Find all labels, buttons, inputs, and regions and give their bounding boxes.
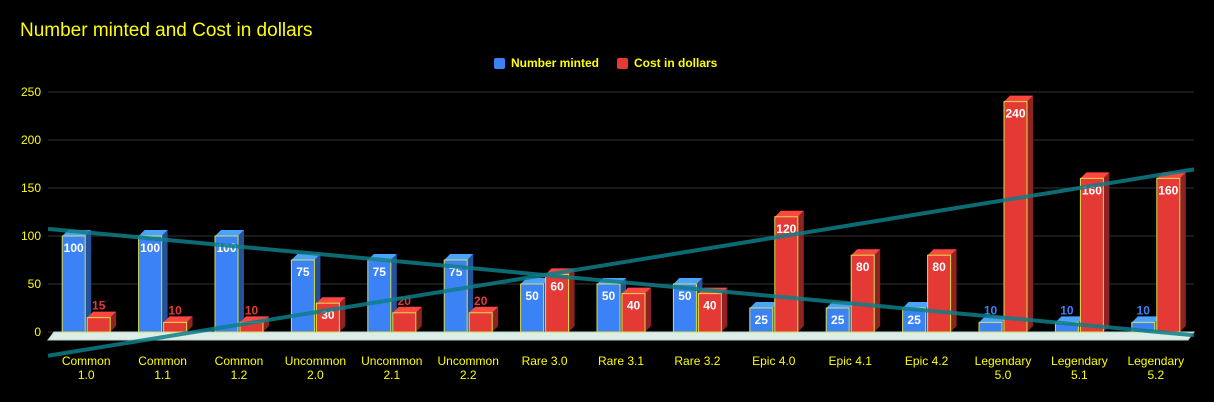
bar-number-minted-2 xyxy=(214,230,244,333)
bar-number-minted-1 xyxy=(138,230,168,333)
data-label-cost-in-dollars-1: 10 xyxy=(168,303,182,317)
bar-cost-in-dollars-5 xyxy=(468,306,499,333)
y-tick-label-0: 0 xyxy=(34,325,41,339)
bar-cost-in-dollars-1 xyxy=(163,316,193,333)
x-tick-label-5: Uncommon 2.2 xyxy=(438,354,499,382)
trendline-cost-in-dollars xyxy=(47,167,1195,358)
data-label-number-minted-14: 10 xyxy=(1137,303,1151,317)
y-tick-label-50: 50 xyxy=(28,277,42,291)
x-tick-label-3: Uncommon 2.0 xyxy=(285,354,346,382)
data-label-cost-in-dollars-2: 10 xyxy=(245,303,259,317)
data-label-cost-in-dollars-0: 15 xyxy=(92,299,106,313)
x-tick-label-8: Rare 3.2 xyxy=(674,354,720,368)
data-label-number-minted-13: 10 xyxy=(1060,303,1074,317)
data-label-cost-in-dollars-5: 20 xyxy=(474,294,488,308)
legend-item-cost-in-dollars[interactable]: Cost in dollars xyxy=(617,56,717,70)
bar-cost-in-dollars-7 xyxy=(621,287,651,333)
x-tick-label-11: Epic 4.2 xyxy=(905,354,949,368)
data-label-number-minted-0: 100 xyxy=(64,241,84,255)
data-label-cost-in-dollars-12: 240 xyxy=(1005,107,1025,121)
legend-swatch-number-minted xyxy=(494,57,505,69)
data-label-cost-in-dollars-14: 160 xyxy=(1158,183,1178,197)
data-label-number-minted-10: 25 xyxy=(831,313,845,327)
y-tick-label-200: 200 xyxy=(21,133,41,147)
data-label-cost-in-dollars-7: 40 xyxy=(627,299,641,313)
legend: Number minted Cost in dollars xyxy=(494,56,717,70)
legend-item-number-minted[interactable]: Number minted xyxy=(494,56,599,70)
legend-label-number-minted: Number minted xyxy=(511,56,600,70)
bar-cost-in-dollars-0 xyxy=(86,311,117,333)
data-label-cost-in-dollars-11: 80 xyxy=(932,260,946,274)
bar-cost-in-dollars-10 xyxy=(850,249,881,333)
x-tick-label-12: Legendary 5.0 xyxy=(975,354,1032,382)
data-label-number-minted-4: 75 xyxy=(373,265,387,279)
x-tick-label-9: Epic 4.0 xyxy=(752,354,796,368)
x-tick-label-2: Common 1.2 xyxy=(215,354,264,382)
data-label-number-minted-6: 50 xyxy=(525,289,539,303)
bar-cost-in-dollars-14 xyxy=(1156,172,1186,333)
data-label-number-minted-8: 50 xyxy=(678,289,692,303)
legend-label-cost-in-dollars: Cost in dollars xyxy=(634,56,718,70)
data-label-number-minted-1: 100 xyxy=(140,241,160,255)
data-label-number-minted-11: 25 xyxy=(907,313,921,327)
x-tick-label-4: Uncommon 2.1 xyxy=(361,354,422,382)
x-tick-label-13: Legendary 5.1 xyxy=(1051,354,1108,382)
bar-cost-in-dollars-9 xyxy=(774,210,804,333)
chart-floor xyxy=(47,331,1195,341)
y-tick-label-100: 100 xyxy=(21,229,41,243)
y-tick-label-250: 250 xyxy=(21,85,41,99)
bars xyxy=(61,95,1186,333)
x-tick-label-10: Epic 4.1 xyxy=(829,354,873,368)
trendlines xyxy=(47,167,1195,358)
x-tick-label-7: Rare 3.1 xyxy=(598,354,644,368)
data-label-cost-in-dollars-8: 40 xyxy=(703,299,717,313)
chart-title: Number minted and Cost in dollars xyxy=(20,20,313,41)
data-label-cost-in-dollars-9: 120 xyxy=(776,222,796,236)
data-label-number-minted-12: 10 xyxy=(984,303,998,317)
data-label-cost-in-dollars-6: 60 xyxy=(550,279,564,293)
bar-number-minted-4 xyxy=(367,254,397,333)
x-tick-label-14: Legendary 5.2 xyxy=(1127,354,1184,382)
bar-cost-in-dollars-12 xyxy=(1003,95,1033,333)
data-label-cost-in-dollars-10: 80 xyxy=(856,260,870,274)
x-tick-label-0: Common 1.0 xyxy=(62,354,111,382)
data-label-number-minted-9: 25 xyxy=(755,313,769,327)
bar-cost-in-dollars-4 xyxy=(392,306,422,333)
trendline-number-minted xyxy=(47,226,1195,338)
data-label-number-minted-3: 75 xyxy=(296,265,310,279)
x-tick-label-1: Common 1.1 xyxy=(138,354,187,382)
y-tick-label-150: 150 xyxy=(21,181,41,195)
data-label-number-minted-7: 50 xyxy=(602,289,616,303)
legend-swatch-cost-in-dollars xyxy=(617,57,629,69)
x-tick-label-6: Rare 3.0 xyxy=(522,354,568,368)
bar-cost-in-dollars-13 xyxy=(1079,172,1110,333)
